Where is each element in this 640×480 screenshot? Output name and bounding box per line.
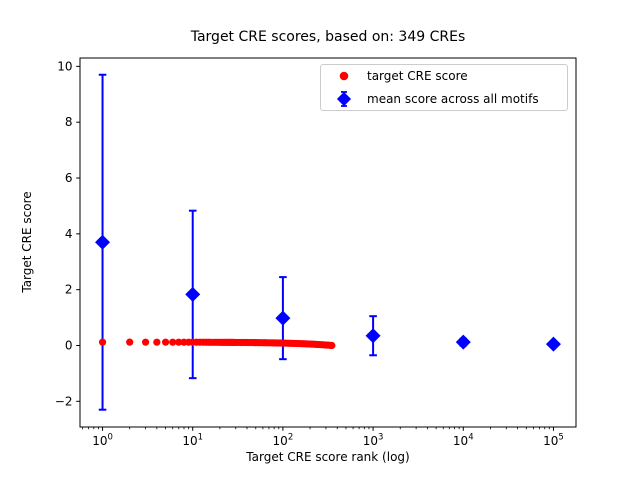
blue-diamond-errorbar-icon [336, 90, 352, 107]
y-tick-label: 6 [65, 171, 73, 185]
legend-marker-box [321, 66, 367, 86]
red-circle-icon [339, 72, 349, 81]
legend-red-circle [339, 72, 349, 81]
target-cre-score-point [161, 338, 170, 346]
x-tick-label: 105 [543, 433, 564, 449]
x-tick-label: 104 [453, 433, 474, 449]
mean-score-diamond [275, 310, 291, 326]
mean-score-diamond [365, 328, 381, 344]
x-axis-label: Target CRE score rank (log) [246, 450, 410, 464]
axes-frame [79, 57, 577, 428]
mean-score-diamond [95, 234, 111, 250]
target-cre-score-point [169, 338, 177, 346]
legend-errorbar-group [336, 90, 352, 107]
mean-score-diamond [545, 336, 561, 352]
chart-title: Target CRE scores, based on: 349 CREs [190, 29, 466, 45]
mean-score-diamond [455, 334, 471, 350]
x-tick-label: 103 [363, 433, 384, 449]
legend-label: mean score across all motifs [367, 91, 539, 106]
legend-blue-diamond [336, 91, 352, 106]
y-tick-label: 4 [65, 227, 73, 241]
legend: target CRE score mean score across all m… [320, 64, 568, 111]
target-cre-score-point [328, 341, 336, 350]
legend-item-mean-score: mean score across all motifs [321, 88, 567, 110]
y-axis-label: Target CRE score [20, 191, 34, 293]
target-cre-score-point [141, 338, 150, 346]
legend-marker-box [321, 89, 367, 109]
target-cre-score-point [126, 338, 134, 346]
x-tick-label: 101 [182, 433, 203, 449]
x-tick-label: 102 [273, 433, 294, 449]
legend-label: target CRE score [367, 69, 468, 84]
target-cre-score-point [175, 338, 183, 346]
mean-score-diamond [185, 286, 201, 302]
target-cre-score-point [153, 338, 161, 346]
y-tick-label: 8 [65, 115, 73, 129]
y-tick-label: 0 [65, 338, 73, 352]
y-tick-label: −2 [55, 394, 73, 408]
y-tick-label: 10 [57, 59, 72, 73]
legend-item-target-cre-score: target CRE score [321, 65, 567, 87]
y-tick-label: 2 [65, 283, 73, 297]
x-tick-label: 100 [92, 433, 113, 449]
target-cre-score-point [98, 338, 107, 346]
